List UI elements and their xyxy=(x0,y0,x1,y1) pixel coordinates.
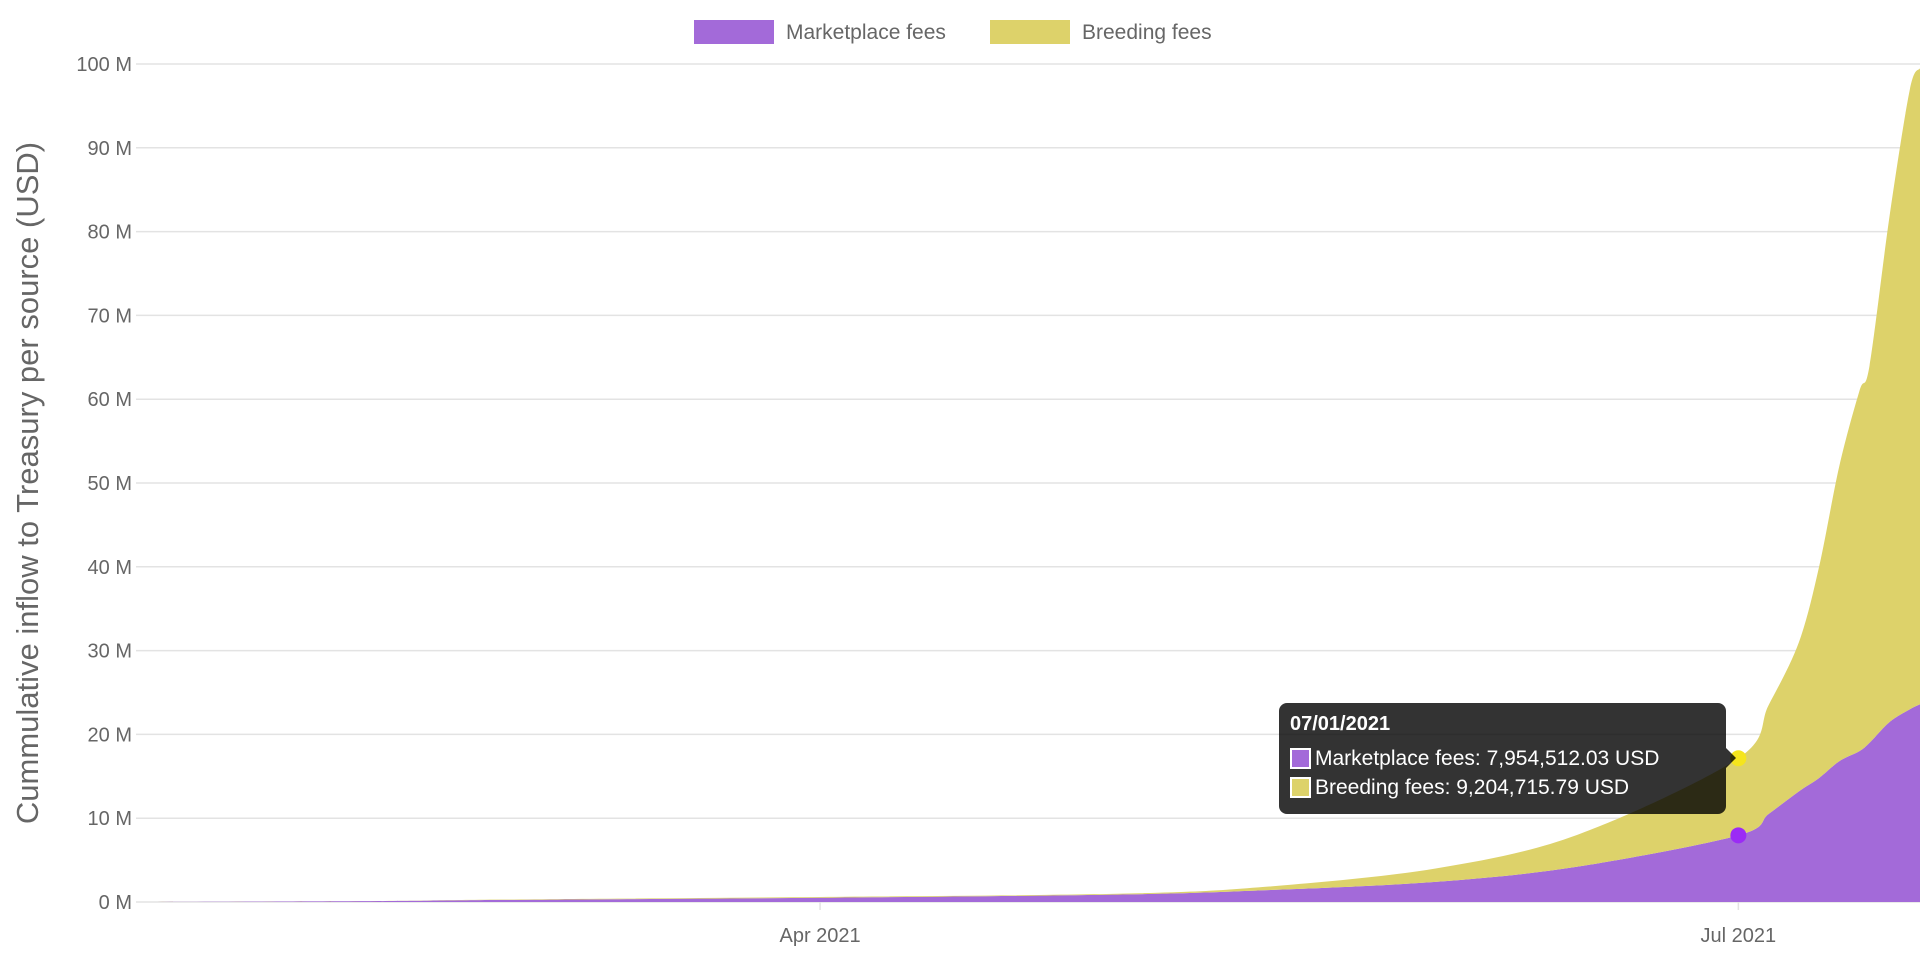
tooltip-title: 07/01/2021 xyxy=(1290,713,1391,735)
x-tick-label: Apr 2021 xyxy=(780,925,861,947)
y-tick-label: 80 M xyxy=(88,222,132,244)
y-tick-label: 30 M xyxy=(88,641,132,663)
y-tick-label: 90 M xyxy=(88,138,132,160)
tooltip-text-marketplace: Marketplace fees: 7,954,512.03 USD xyxy=(1315,746,1660,770)
area-breeding-fees xyxy=(144,68,1920,902)
tooltip-swatch-marketplace xyxy=(1290,748,1311,769)
y-tick-label: 20 M xyxy=(88,724,132,746)
y-tick-label: 50 M xyxy=(88,473,132,495)
area-marketplace-fees xyxy=(144,704,1920,902)
tooltip-arrow xyxy=(1726,748,1736,768)
legend-item-breeding[interactable]: Breeding fees xyxy=(990,20,1212,44)
legend-label-marketplace: Marketplace fees xyxy=(786,21,946,44)
legend: Marketplace fees Breeding fees xyxy=(694,20,1212,44)
hover-point-marketplace xyxy=(1730,827,1747,844)
tooltip-text-breeding: Breeding fees: 9,204,715.79 USD xyxy=(1315,775,1630,799)
x-axis-ticks: Apr 2021 Jul 2021 xyxy=(780,902,1777,947)
legend-label-breeding: Breeding fees xyxy=(1082,21,1212,44)
y-tick-label: 40 M xyxy=(88,557,132,579)
y-tick-label: 0 M xyxy=(99,892,132,914)
y-tick-label: 100 M xyxy=(76,54,132,76)
x-tick-label: Jul 2021 xyxy=(1701,925,1777,947)
y-tick-label: 10 M xyxy=(88,808,132,830)
tooltip-row-marketplace: Marketplace fees: 7,954,512.03 USD xyxy=(1290,744,1715,773)
y-axis-title: Cummulative inflow to Treasury per sourc… xyxy=(10,142,45,824)
tooltip: 07/01/2021 Marketplace fees: 7,954,512.0… xyxy=(1279,703,1726,814)
y-tick-label: 60 M xyxy=(88,389,132,411)
tooltip-row-breeding: Breeding fees: 9,204,715.79 USD xyxy=(1290,773,1715,802)
legend-swatch-breeding xyxy=(990,20,1070,44)
y-axis-ticks: 0 M 10 M 20 M 30 M 40 M 50 M 60 M 70 M 80 M 90 M 1… xyxy=(76,54,132,914)
legend-swatch-marketplace xyxy=(694,20,774,44)
areas xyxy=(144,68,1920,902)
tooltip-swatch-breeding xyxy=(1290,777,1311,798)
y-tick-label: 70 M xyxy=(88,305,132,327)
grid-lines xyxy=(136,63,1920,903)
legend-item-marketplace[interactable]: Marketplace fees xyxy=(694,20,946,44)
